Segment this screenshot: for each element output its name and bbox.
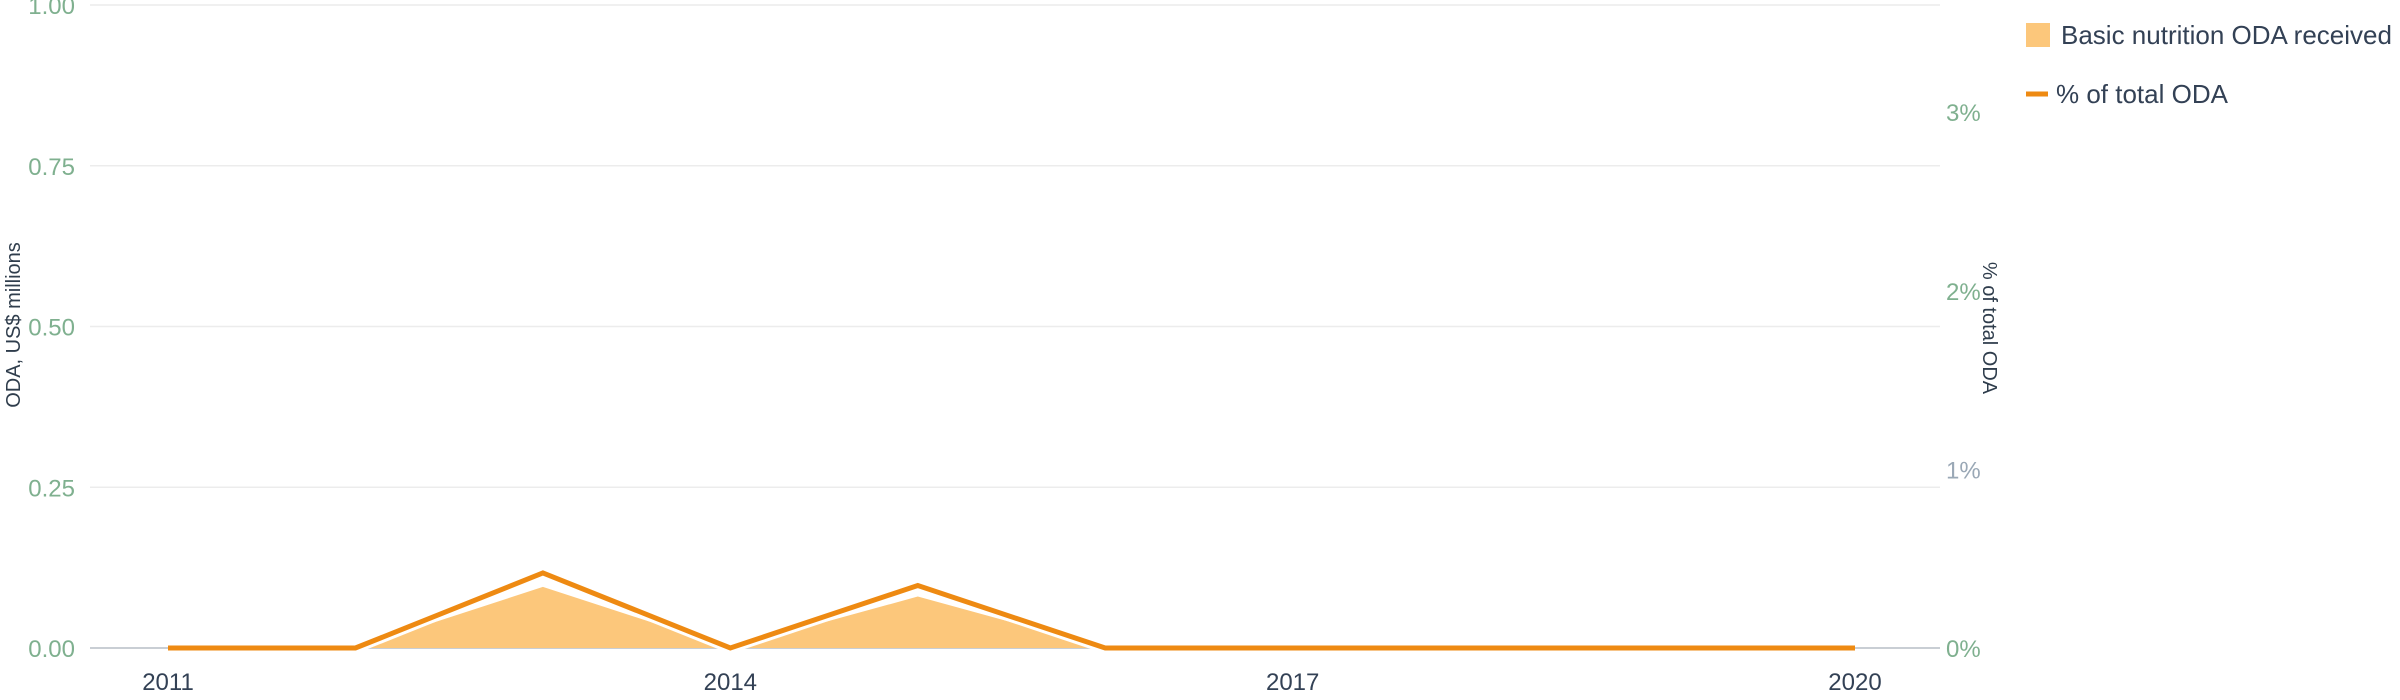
right-tick-label: 0% xyxy=(1946,636,1981,663)
right-tick-label: 1% xyxy=(1946,457,1981,484)
x-tick-label: 2011 xyxy=(142,669,194,696)
left-tick-label: 0.75 xyxy=(28,154,75,181)
x-tick-label: 2017 xyxy=(1266,669,1319,696)
gridlines xyxy=(90,4,1940,649)
left-axis-ticks: 0.00 0.25 0.50 0.75 1.00 xyxy=(28,0,75,663)
left-tick-label: 0.50 xyxy=(28,315,75,342)
x-tick-label: 2020 xyxy=(1828,669,1881,696)
right-axis-ticks: 0% 1% 2% 3% xyxy=(1946,100,1981,663)
legend-label-line: % of total ODA xyxy=(2056,79,2229,109)
x-tick-label: 2014 xyxy=(704,669,757,696)
legend-label-area: Basic nutrition ODA received xyxy=(2061,20,2392,50)
plot-area xyxy=(168,567,1855,654)
left-tick-label: 1.00 xyxy=(28,0,75,20)
series-line-pct-total-oda xyxy=(168,570,1855,651)
legend: Basic nutrition ODA received % of total … xyxy=(2026,20,2392,109)
right-tick-label: 3% xyxy=(1946,100,1981,127)
series-area-basic-nutrition xyxy=(168,586,1855,648)
left-axis-title: ODA, US$ millions xyxy=(3,242,25,408)
right-axis-title: % of total ODA xyxy=(1978,262,2000,395)
left-tick-label: 0.00 xyxy=(28,636,75,663)
left-tick-label: 0.25 xyxy=(28,475,75,502)
right-tick-label: 2% xyxy=(1946,279,1981,306)
legend-area-swatch xyxy=(2026,23,2050,47)
x-axis-ticks: 2011 2014 2017 2020 xyxy=(142,669,1882,696)
